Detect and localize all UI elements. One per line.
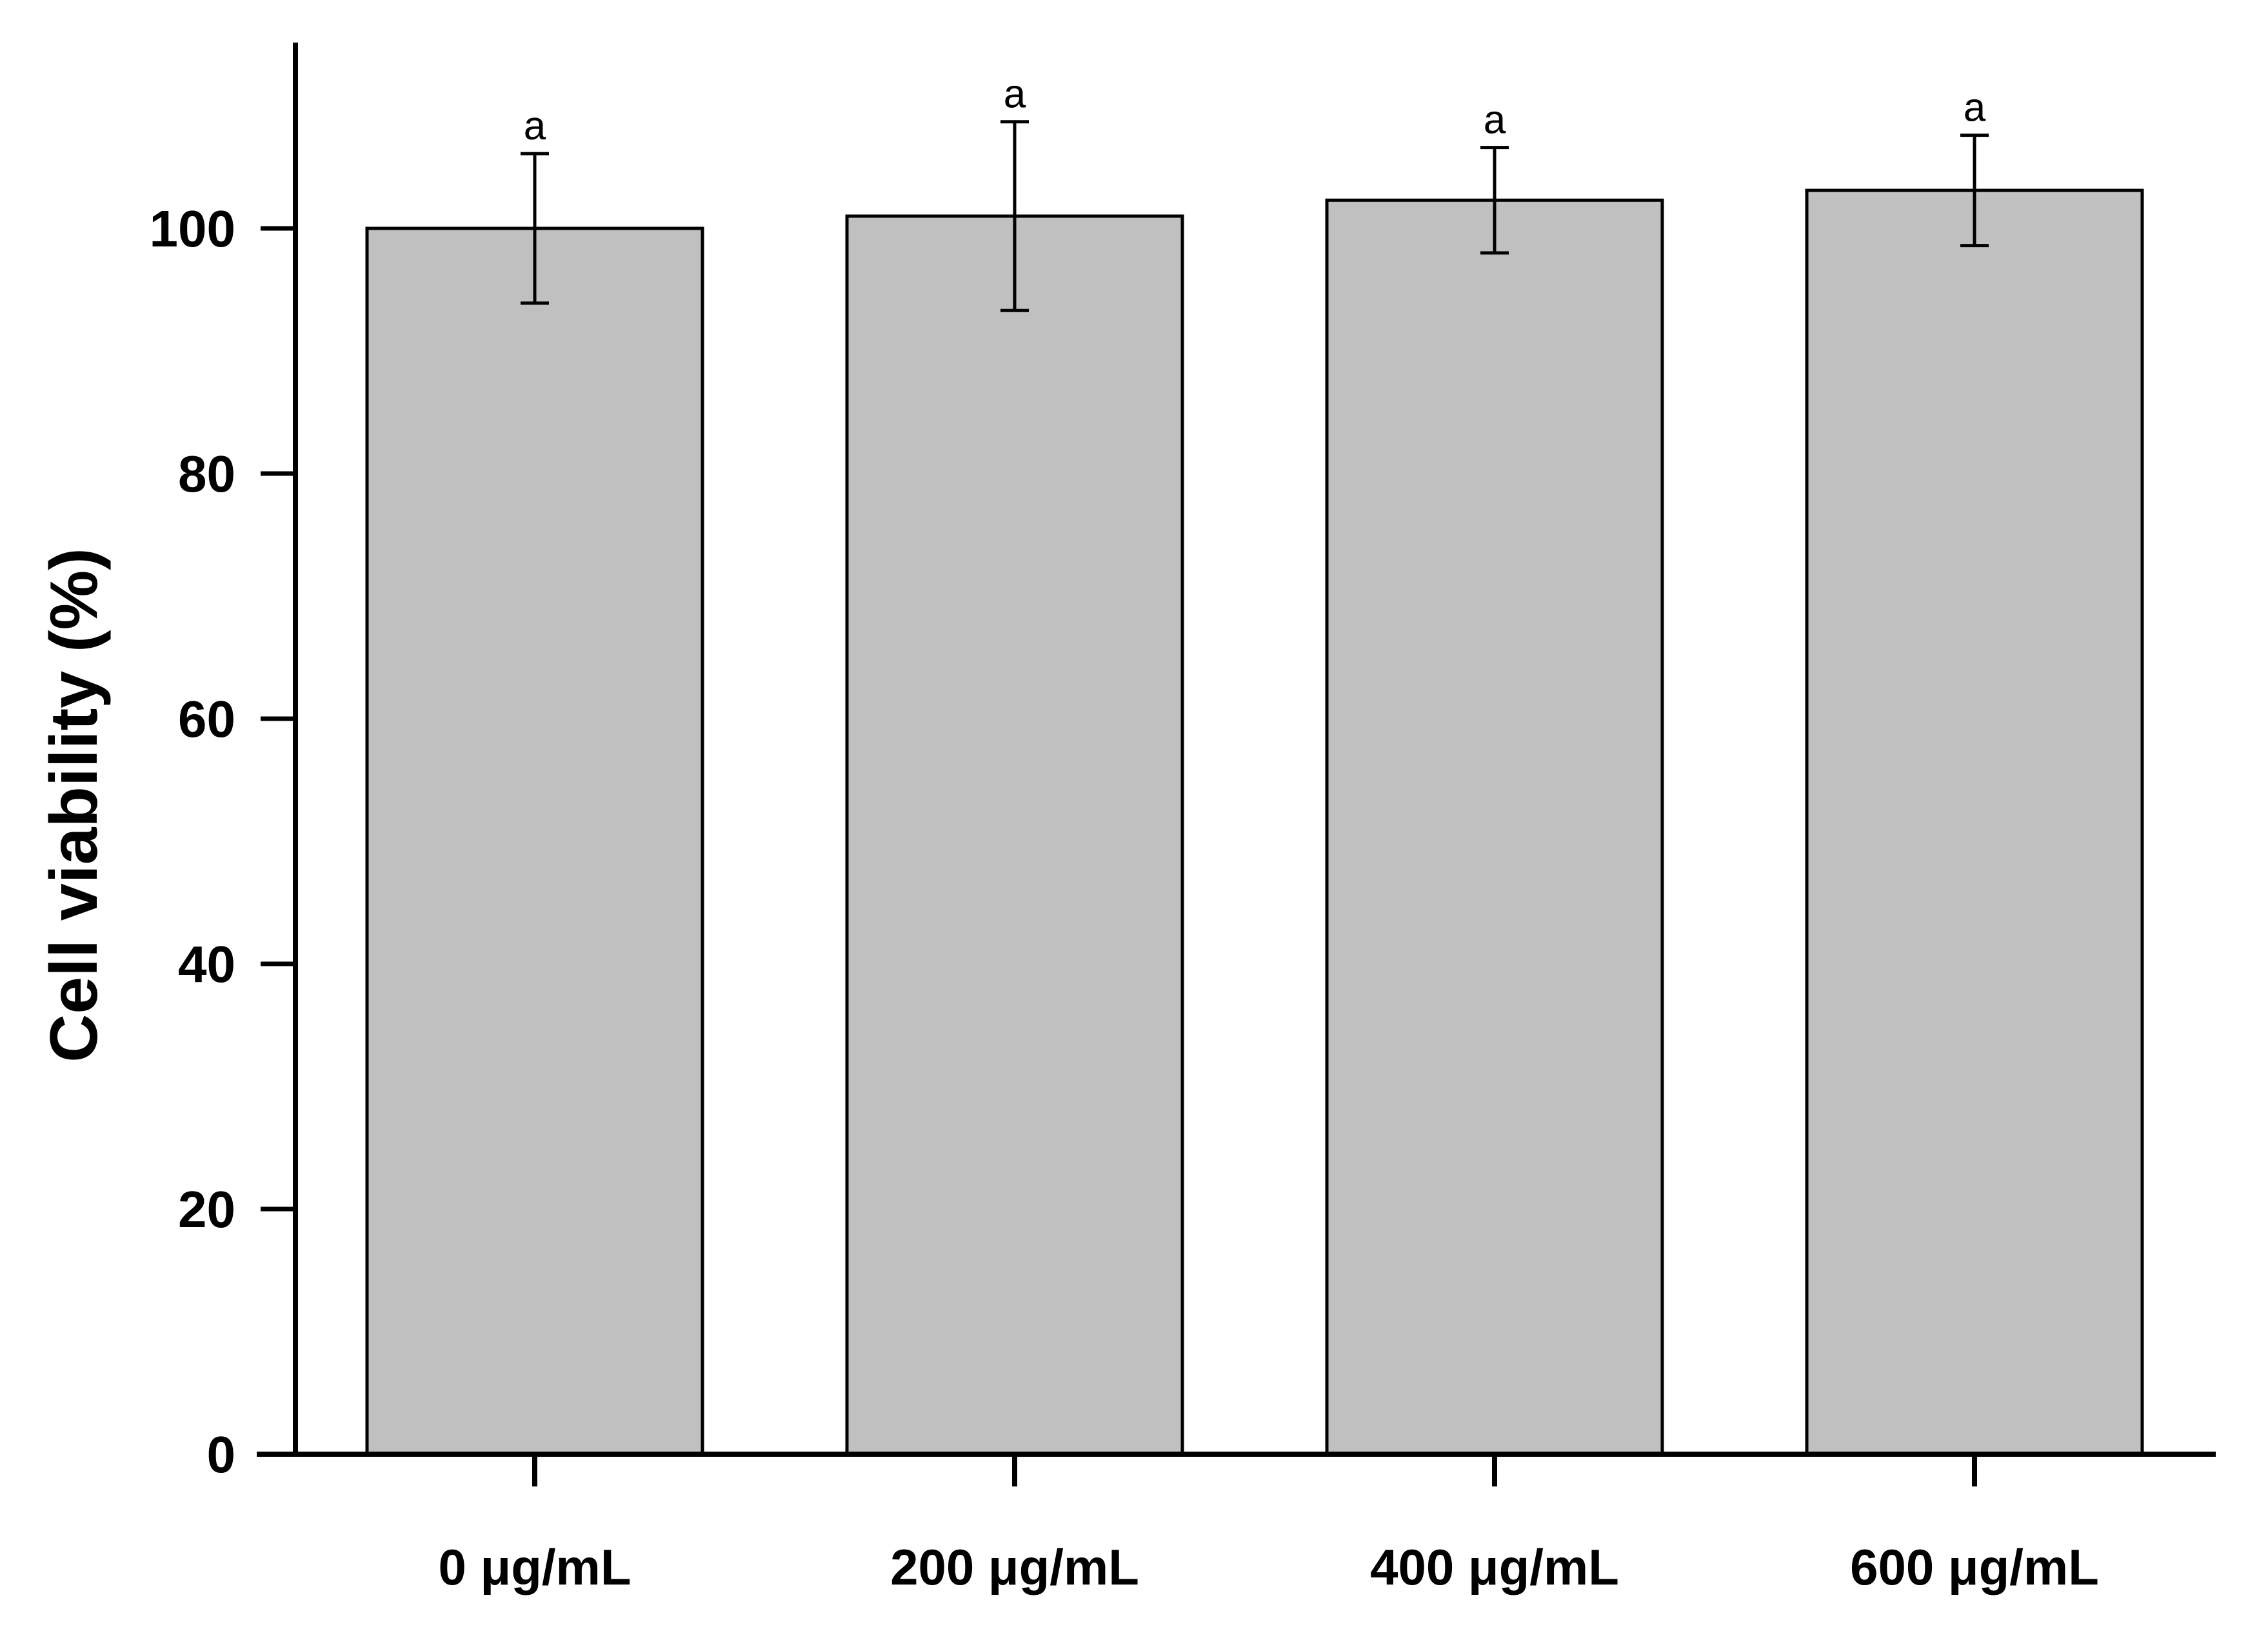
x-tick-label-3: 600 μg/mL [1850,1539,2099,1595]
y-tick-label-1: 20 [178,1181,235,1238]
bars-layer [365,188,2144,1456]
error-bar-3 [1960,134,1989,248]
y-tick-label-5: 100 [150,200,235,257]
y-tick-label-4: 80 [178,445,235,503]
significance-labels-layer: aaa a [524,72,1986,148]
bar-0 [365,226,704,1456]
significance-label-0: a [524,104,546,148]
x-tick-label-0: 0 μg/mL [438,1539,631,1595]
y-ticks-layer: 0 20 40 60 80 100 [150,200,295,1483]
bar-3 [1805,188,2144,1456]
bar-1 [845,214,1184,1456]
y-tick-label-2: 40 [178,935,235,993]
error-bar-2 [1480,146,1509,255]
x-tick-label-1: 200 μg/mL [890,1539,1139,1595]
x-tick-label-2: 400 μg/mL [1370,1539,1619,1595]
x-ticks-layer: 0 μg/mL 200 μg/mL 400 μg/mL 600 μg/mL [438,1454,2099,1595]
significance-label-1: a [1004,72,1026,117]
y-tick-label-0: 0 [207,1426,236,1483]
significance-label-3: a [1964,86,1986,130]
axes-layer [257,43,2216,1457]
error-bar-0 [521,152,549,305]
significance-label-2: a [1484,98,1506,143]
error-bars-layer [521,120,1989,312]
bar-2 [1325,198,1664,1456]
y-axis-title: Cell viability (%) [37,548,112,1063]
error-bar-1 [1000,120,1029,312]
y-tick-label-3: 60 [178,690,235,748]
